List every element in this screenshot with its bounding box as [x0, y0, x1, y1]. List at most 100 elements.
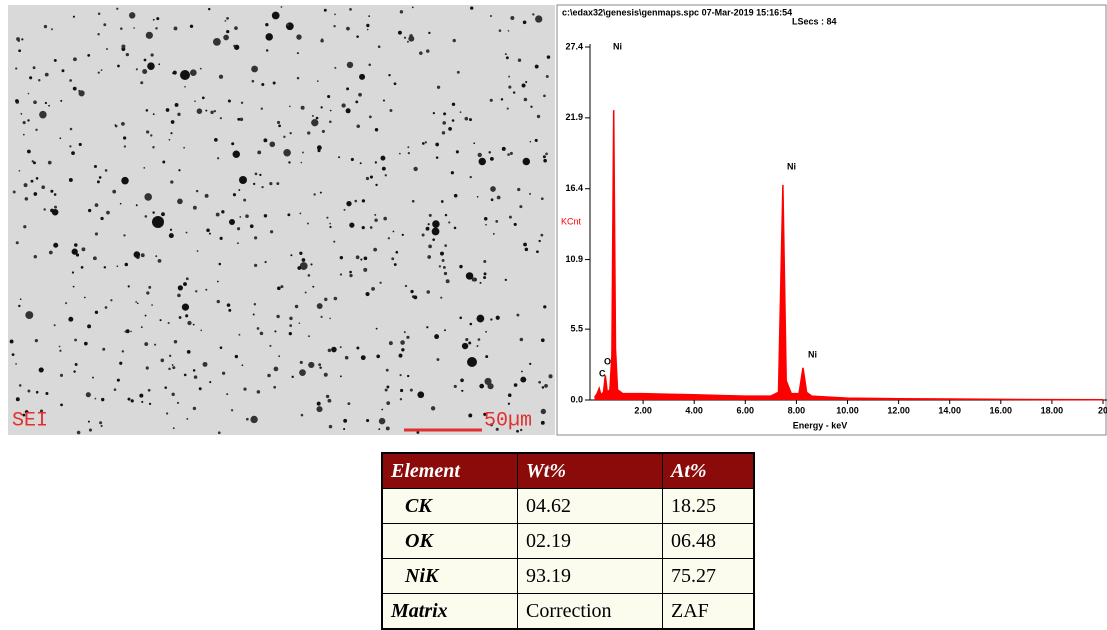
particle — [135, 301, 138, 303]
particle — [298, 322, 301, 324]
particle — [507, 402, 511, 405]
particle — [219, 117, 222, 120]
particle — [87, 420, 90, 423]
element-cell: OK — [381, 523, 518, 559]
particle — [459, 316, 463, 320]
particle — [448, 127, 452, 131]
particle — [189, 24, 194, 28]
particle — [140, 81, 144, 85]
particle — [213, 109, 217, 113]
particle — [199, 67, 202, 70]
particle — [388, 341, 393, 346]
particle — [483, 272, 487, 276]
value-cell: 02.19 — [517, 523, 663, 559]
particle — [349, 270, 352, 274]
particle — [545, 152, 548, 156]
sem-image — [8, 5, 555, 435]
particle — [346, 87, 350, 91]
x-tick-label: 18.00 — [1041, 405, 1064, 415]
particle — [344, 355, 349, 360]
particle — [84, 296, 86, 299]
particle — [267, 373, 271, 378]
particle — [435, 156, 439, 159]
particle — [460, 378, 464, 383]
particle — [121, 44, 126, 49]
particle — [432, 238, 436, 241]
particle — [102, 347, 106, 351]
particle — [123, 136, 127, 140]
particle — [101, 397, 105, 402]
particle — [39, 409, 44, 413]
particle — [308, 335, 310, 338]
particle — [189, 69, 197, 77]
particle — [209, 381, 212, 384]
particle — [23, 133, 25, 136]
particle — [534, 138, 538, 142]
particle — [465, 338, 469, 342]
particle — [196, 108, 203, 114]
particle — [470, 6, 474, 10]
particle — [428, 31, 431, 35]
particle — [288, 332, 292, 336]
particle — [198, 387, 202, 391]
particle — [27, 149, 31, 154]
particle — [378, 417, 386, 425]
x-tick-label: 10.00 — [836, 405, 859, 415]
image-label: SEI — [12, 409, 48, 432]
particle — [152, 146, 155, 149]
particle — [146, 291, 150, 295]
particle — [130, 330, 132, 333]
particle — [15, 363, 17, 365]
particle — [354, 199, 358, 203]
particle — [97, 33, 100, 36]
particle — [41, 185, 46, 190]
particle — [476, 314, 485, 323]
particle — [371, 286, 375, 291]
particle — [520, 376, 527, 383]
particle — [536, 250, 539, 254]
particle — [130, 399, 134, 403]
particle — [72, 86, 77, 91]
particle — [27, 92, 30, 95]
particle — [302, 151, 304, 154]
particle — [375, 183, 378, 187]
value-cell: ZAF — [662, 593, 755, 630]
particle — [530, 105, 533, 108]
particle — [53, 193, 57, 196]
particle — [426, 290, 431, 294]
particle — [489, 15, 493, 18]
particle — [453, 384, 457, 389]
particle — [386, 385, 390, 389]
particle — [271, 11, 280, 20]
particle — [48, 250, 53, 255]
particle — [289, 316, 293, 321]
particle — [158, 63, 161, 66]
particle — [483, 412, 487, 416]
particle — [254, 172, 258, 176]
particle — [406, 335, 410, 339]
particle — [323, 8, 327, 12]
peak-label: C — [599, 368, 606, 378]
particle — [187, 320, 192, 326]
particle — [476, 195, 479, 198]
particle — [349, 8, 352, 11]
particle — [299, 360, 303, 365]
particle — [195, 189, 199, 193]
particle — [273, 366, 279, 372]
particle — [349, 273, 353, 278]
element-cell: CK — [381, 488, 518, 524]
particle — [80, 266, 84, 269]
particle — [140, 253, 145, 258]
particle — [529, 362, 532, 365]
particle — [436, 85, 441, 89]
particle — [428, 244, 432, 249]
particle — [442, 265, 446, 269]
particle — [38, 367, 44, 373]
particle — [104, 169, 108, 172]
particle — [399, 374, 402, 377]
particle — [148, 285, 152, 289]
particle — [443, 271, 448, 276]
particle — [369, 175, 373, 179]
particle — [246, 417, 249, 421]
particle — [232, 150, 240, 158]
